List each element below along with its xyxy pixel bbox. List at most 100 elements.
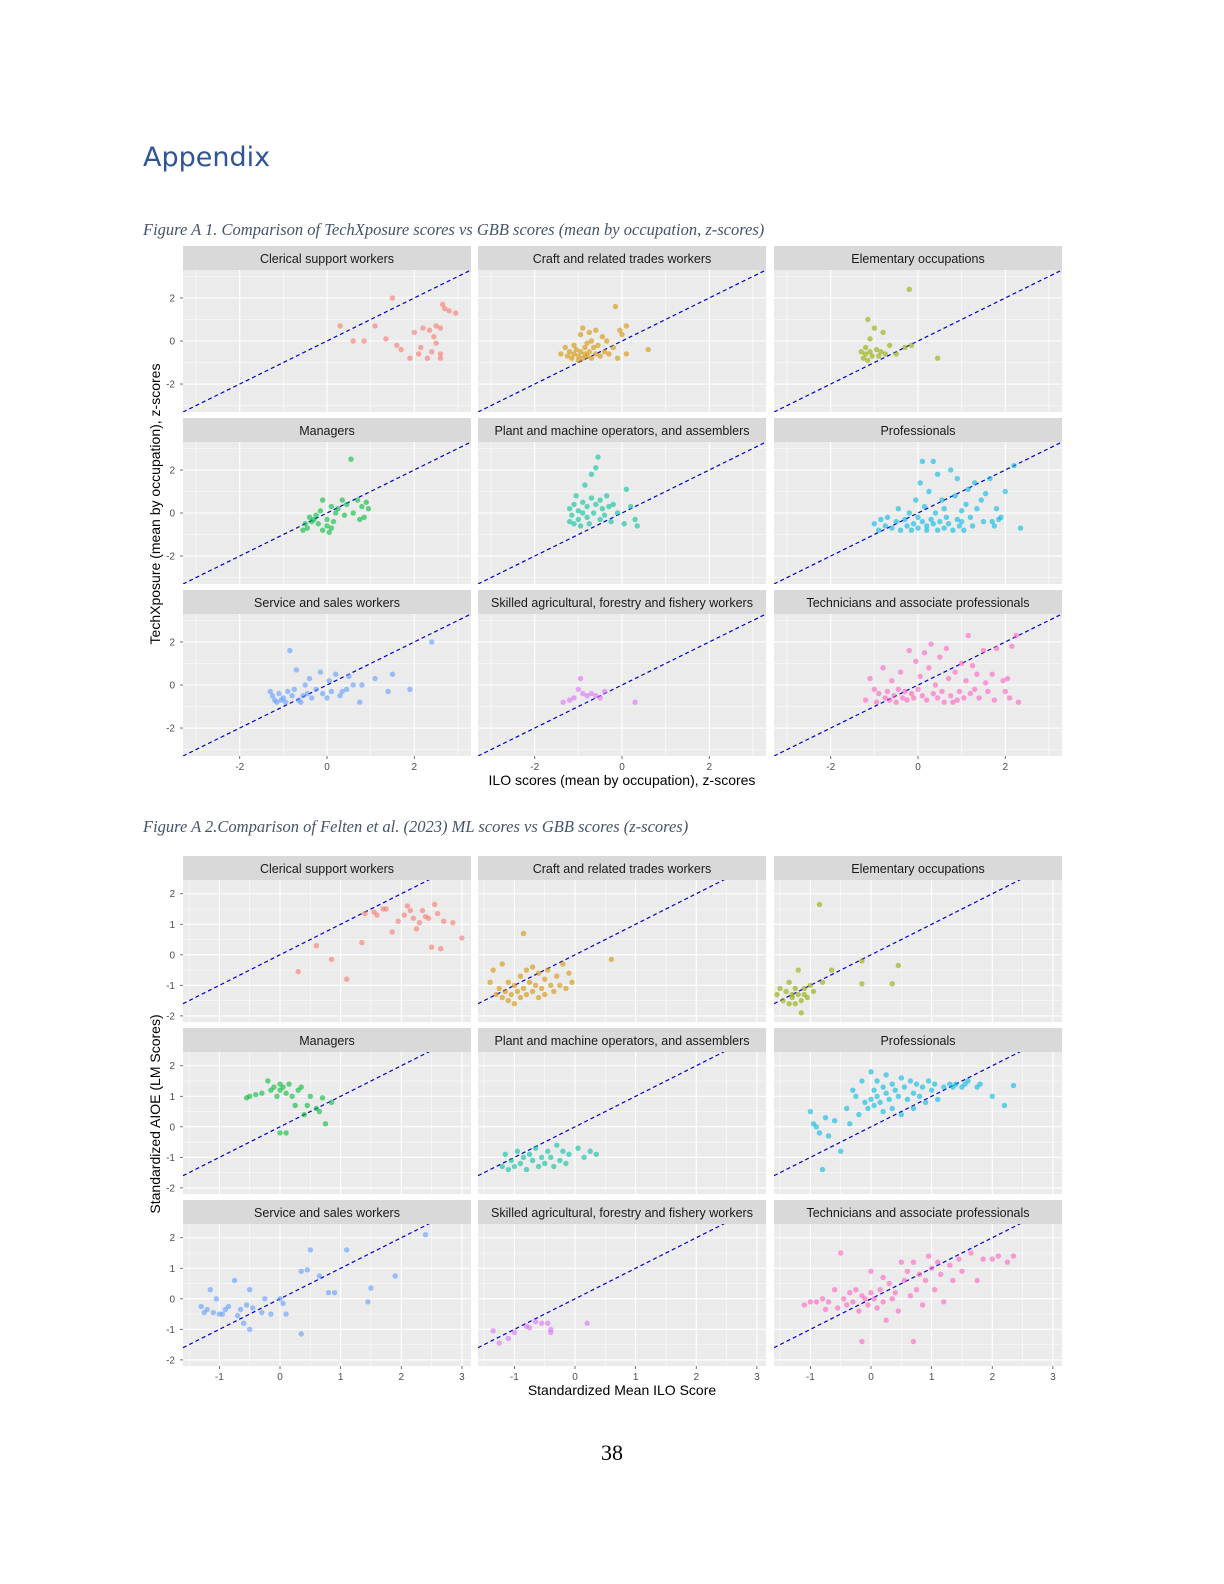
data-point	[575, 508, 582, 514]
data-point	[529, 964, 536, 970]
reference-line	[183, 1224, 430, 1349]
data-point	[415, 351, 422, 357]
data-point	[898, 1111, 905, 1118]
data-point	[441, 918, 447, 924]
data-point	[869, 353, 875, 359]
data-point	[980, 518, 987, 525]
data-point	[571, 695, 577, 701]
page-number: 38	[601, 1440, 623, 1465]
data-point	[437, 325, 444, 331]
data-point	[575, 357, 582, 364]
data-point	[892, 1290, 898, 1296]
data-point	[580, 325, 586, 331]
x-axis-title: Standardized Mean ILO Score	[528, 1382, 717, 1398]
data-point	[614, 355, 621, 361]
y-tick-label: 0	[169, 1122, 175, 1133]
x-tick-label: 3	[754, 1372, 760, 1383]
data-point	[582, 482, 588, 488]
data-point	[301, 1111, 307, 1118]
data-point	[958, 518, 965, 525]
data-point	[326, 529, 332, 536]
data-point	[878, 349, 884, 355]
data-point	[529, 988, 536, 995]
data-point	[407, 355, 413, 361]
data-point	[904, 1268, 911, 1275]
data-point	[442, 306, 448, 312]
data-point	[991, 697, 998, 703]
data-point	[337, 323, 343, 329]
data-point	[608, 956, 615, 963]
data-point	[910, 1090, 917, 1096]
data-point	[841, 1296, 847, 1302]
data-point	[302, 521, 308, 527]
panel-strip	[774, 418, 1062, 442]
data-point	[341, 512, 348, 518]
data-point	[965, 1078, 971, 1084]
data-point	[431, 333, 437, 340]
data-point	[538, 1320, 545, 1326]
data-point	[886, 342, 893, 349]
data-point	[867, 336, 873, 342]
data-point	[919, 1302, 926, 1308]
data-point	[974, 1277, 980, 1284]
data-point	[431, 901, 438, 908]
data-point	[601, 512, 608, 518]
data-point	[410, 915, 417, 921]
data-point	[389, 929, 395, 935]
data-point	[437, 351, 444, 357]
data-point	[880, 1108, 886, 1115]
data-point	[916, 1093, 923, 1099]
data-point	[963, 501, 969, 508]
data-point	[253, 1092, 259, 1098]
data-point	[619, 331, 625, 338]
panel-strip	[183, 246, 471, 270]
data-point	[359, 682, 365, 688]
data-point	[394, 342, 400, 349]
data-point	[968, 1250, 974, 1256]
x-tick-label: 3	[459, 1372, 465, 1383]
data-point	[941, 699, 947, 705]
data-point	[976, 695, 982, 701]
data-point	[313, 512, 319, 518]
data-point	[871, 1296, 877, 1302]
data-point	[571, 521, 577, 527]
y-tick-label: -1	[166, 1325, 175, 1336]
data-point	[948, 693, 954, 699]
data-point	[953, 1081, 959, 1087]
panel-managers: Managers -2 0 2	[166, 418, 471, 584]
data-point	[813, 1124, 820, 1130]
data-point	[499, 1163, 505, 1170]
data-point	[541, 1160, 548, 1167]
data-point	[932, 510, 939, 516]
data-point	[982, 680, 989, 686]
data-point	[324, 695, 330, 701]
data-point	[937, 518, 943, 525]
data-point	[807, 1108, 814, 1115]
data-point	[372, 323, 378, 329]
data-point	[871, 686, 878, 693]
data-point	[958, 508, 965, 514]
data-point	[928, 516, 934, 523]
data-point	[357, 516, 363, 523]
data-point	[571, 501, 577, 508]
data-point	[877, 1286, 883, 1293]
y-tick-label: 0	[169, 681, 175, 692]
data-point	[941, 1084, 947, 1090]
data-point	[234, 1312, 241, 1319]
data-point	[404, 903, 411, 909]
data-point	[267, 688, 273, 695]
data-point	[850, 1299, 856, 1305]
data-point	[871, 1087, 877, 1093]
data-point	[604, 338, 610, 344]
x-tick-label: -2	[235, 762, 244, 773]
panel-plant-and-machine-operators-and-assemblers: Plant and machine operators, and assembl…	[478, 1028, 766, 1194]
data-point	[862, 344, 869, 351]
data-point	[913, 658, 919, 665]
data-point	[577, 523, 584, 529]
data-point	[599, 505, 606, 512]
data-point	[913, 1081, 920, 1087]
data-point	[505, 979, 512, 986]
data-point	[917, 673, 923, 680]
data-point	[499, 961, 505, 967]
data-point	[276, 690, 282, 697]
